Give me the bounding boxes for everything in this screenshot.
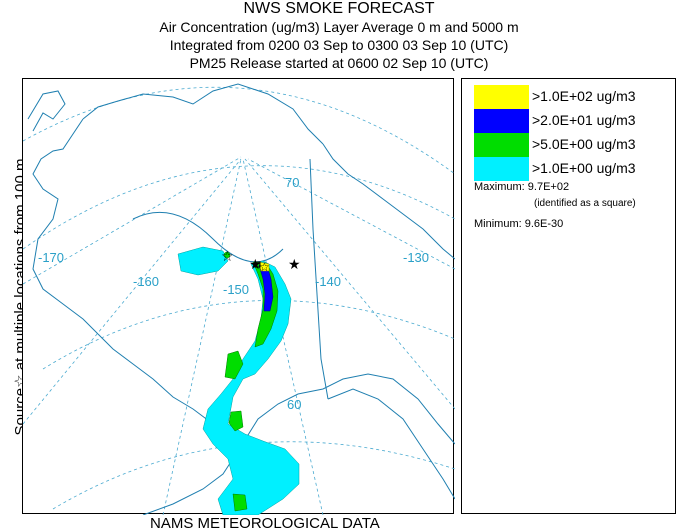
minimum-value: Minimum: 9.6E-30 [474, 218, 564, 230]
coast-gulf-alaska [237, 373, 455, 452]
concentration-subtitle: Air Concentration (ug/m3) Layer Average … [159, 19, 519, 35]
legend-label: >1.0E+02 ug/m3 [532, 88, 636, 104]
river-yukon [132, 211, 284, 263]
meteorological-data-label: NAMS METEOROLOGICAL DATA [150, 515, 380, 532]
lon-160-label: -160 [133, 274, 159, 289]
legend-swatch [474, 133, 529, 157]
source-markers: ☆ ★ ☆ ★ [221, 249, 301, 274]
lat-60-label: 60 [287, 397, 301, 412]
plume-level-4 [258, 261, 270, 272]
lon-150-label: -150 [223, 282, 249, 297]
meridian-150 [162, 158, 242, 515]
lat-70-label: 70 [285, 175, 299, 190]
legend-swatch [474, 109, 529, 133]
legend-label: >2.0E+01 ug/m3 [532, 112, 636, 128]
lon-170-label: -170 [38, 250, 64, 265]
plume-green-dot [223, 251, 231, 259]
parallel-65-north [23, 165, 455, 250]
plume-main-body [202, 260, 300, 515]
legend-item: >2.0E+01 ug/m3 [474, 109, 674, 133]
plume-west-patch [177, 246, 229, 276]
source-star-icon: ☆ [221, 249, 234, 265]
legend-item: >1.0E+02 ug/m3 [474, 85, 674, 109]
coast-north-slope [82, 83, 324, 145]
meridian-130 [244, 158, 455, 410]
plume-green-island [228, 410, 244, 432]
meridian-160 [23, 158, 242, 425]
graticule [23, 86, 455, 515]
parallel-60 [42, 300, 455, 370]
legend-label: >1.0E+00 ug/m3 [532, 160, 636, 176]
integration-period: Integrated from 0200 03 Sep to 0300 03 S… [169, 37, 509, 53]
border-panhandle [327, 388, 455, 500]
release-start: PM25 Release started at 0600 02 Sep 10 (… [189, 55, 489, 71]
maximum-note: (identified as a square) [534, 198, 636, 209]
parallel-70 [23, 86, 455, 175]
legend-label: >5.0E+00 ug/m3 [532, 136, 636, 152]
meridian-140 [242, 158, 324, 515]
maximum-value: Maximum: 9.7E+02 [474, 181, 570, 193]
plume-green-south [224, 350, 244, 380]
legend-item: >1.0E+00 ug/m3 [474, 157, 674, 181]
source-star-icon: ★ [288, 257, 301, 273]
coast-canada-arctic [322, 143, 455, 260]
coast-chukotka [27, 90, 66, 132]
source-star-icon: ☆ [259, 260, 270, 274]
legend-swatch [474, 85, 529, 109]
legend-item: >5.0E+00 ug/m3 [474, 133, 674, 157]
plume-level-1 [177, 246, 300, 515]
coast-peninsula [142, 450, 239, 515]
border-141w [309, 158, 329, 400]
map-canvas: ☆ ★ ☆ ★ 70 60 -170 -160 -150 -140 -130 [23, 83, 455, 515]
concentration-legend: >1.0E+02 ug/m3 >2.0E+01 ug/m3 >5.0E+00 u… [461, 78, 676, 514]
plume-green-tail [232, 493, 248, 512]
meridian-170 [23, 156, 242, 285]
forecast-title: NWS SMOKE FORECAST [243, 0, 435, 17]
legend-swatch [474, 157, 529, 181]
smoke-map: ☆ ★ ☆ ★ 70 60 -170 -160 -150 -140 -130 [22, 78, 455, 515]
lon-140-label: -140 [315, 274, 341, 289]
coast-west-alaska [32, 118, 99, 335]
lon-130-label: -130 [403, 250, 429, 265]
maximum-square-icon [254, 261, 261, 268]
